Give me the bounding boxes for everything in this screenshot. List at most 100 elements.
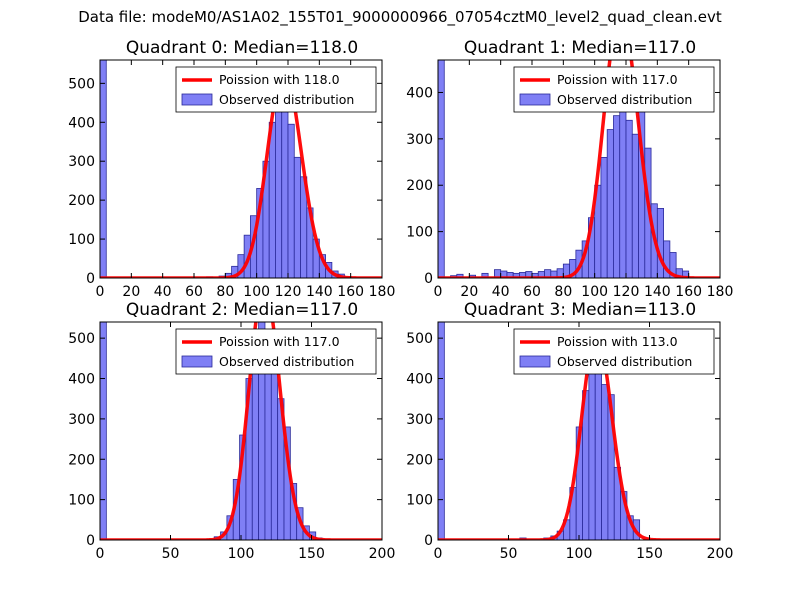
y-tick-label: 400: [406, 372, 433, 388]
histogram-bar: [613, 115, 621, 278]
legend-label-fit: Poission with 118.0: [219, 72, 340, 87]
y-tick-label: 100: [68, 232, 95, 248]
x-tick-label: 160: [337, 284, 364, 300]
x-tick-label: 180: [369, 284, 396, 300]
legend: Poission with 117.0 Observed distribution: [513, 66, 715, 113]
histogram-bar: [625, 119, 633, 278]
x-tick-label: 120: [613, 284, 640, 300]
x-tick-label: 100: [228, 546, 255, 562]
y-tick-label: 100: [406, 493, 433, 509]
poisson-fit-line: [438, 332, 720, 540]
panel-title: Quadrant 2: Median=117.0: [126, 300, 358, 320]
x-tick-label: 100: [566, 546, 593, 562]
legend-bar-swatch: [181, 355, 213, 368]
histogram-bar: [606, 129, 614, 278]
x-tick-label: 100: [581, 284, 608, 300]
histogram-bar: [631, 133, 639, 278]
legend-label-fit: Poission with 113.0: [557, 334, 678, 349]
panel-quadrant-1: Quadrant 1: Median=117.0: [464, 38, 696, 58]
legend-label-fit: Poission with 117.0: [219, 334, 340, 349]
y-tick-label: 200: [68, 452, 95, 468]
legend: Poission with 113.0 Observed distribution: [513, 328, 715, 375]
y-tick-label: 100: [68, 493, 95, 509]
histogram-bar: [287, 123, 295, 278]
histogram-bar: [619, 92, 627, 278]
x-tick-label: 0: [434, 546, 443, 562]
x-tick-label: 150: [636, 546, 663, 562]
x-tick-label: 40: [492, 284, 510, 300]
x-tick-label: 100: [243, 284, 270, 300]
legend-bar-swatch: [519, 93, 551, 106]
y-tick-label: 0: [424, 533, 433, 549]
y-tick-label: 0: [86, 533, 95, 549]
histogram-bar: [656, 208, 664, 278]
legend-bar-swatch: [181, 93, 213, 106]
y-tick-label: 300: [406, 132, 433, 148]
legend-bar-swatch: [519, 355, 551, 368]
y-tick-label: 500: [68, 76, 95, 92]
histogram-bar: [600, 157, 608, 278]
histogram-bar: [251, 353, 260, 540]
poisson-fit-line: [438, 60, 720, 278]
y-tick-label: 200: [68, 193, 95, 209]
legend: Poission with 117.0 Observed distribution: [175, 328, 377, 375]
x-tick-label: 200: [369, 546, 396, 562]
histogram-bar: [268, 121, 276, 278]
x-tick-label: 120: [275, 284, 302, 300]
legend-label-fit: Poission with 117.0: [557, 72, 678, 87]
axes-frame: [437, 59, 721, 279]
histogram-bar: [100, 322, 107, 540]
x-tick-label: 60: [185, 284, 203, 300]
x-tick-label: 40: [154, 284, 172, 300]
histogram-bar: [100, 60, 107, 278]
plot-area-1: 0 20 40 60 80 100 120 140 160 180 0 100 200 300 400 Poi…: [406, 59, 734, 300]
x-tick-label: 20: [122, 284, 140, 300]
x-tick-label: 60: [523, 284, 541, 300]
plot-area-2: 0 50 100 150 200 0 100 200 300 400 500 Poission wit…: [68, 321, 396, 562]
histogram-bar: [270, 345, 279, 540]
histogram-bar: [438, 322, 445, 540]
y-tick-label: 300: [68, 154, 95, 170]
x-tick-label: 50: [500, 546, 518, 562]
legend-label-observed: Observed distribution: [219, 92, 354, 107]
x-tick-label: 0: [96, 546, 105, 562]
legend: Poission with 118.0 Observed distribution: [175, 66, 377, 113]
panel-title: Quadrant 1: Median=117.0: [464, 38, 696, 58]
histogram-bar: [293, 156, 301, 278]
y-tick-label: 500: [68, 331, 95, 347]
x-tick-label: 0: [96, 284, 105, 300]
x-tick-label: 80: [216, 284, 234, 300]
x-tick-label: 140: [306, 284, 333, 300]
histogram-bar: [438, 60, 445, 278]
x-tick-label: 200: [707, 546, 734, 562]
axes-frame: [99, 59, 383, 279]
panel-quadrant-3: Quadrant 3: Median=113.0: [464, 300, 696, 320]
y-tick-label: 200: [406, 178, 433, 194]
plot-area-0: 0 20 40 60 80 100 120 140 160 180 0 100 200 300 400 500…: [68, 59, 396, 300]
y-tick-label: 0: [424, 271, 433, 287]
histogram-bar: [275, 110, 283, 278]
histogram-bar: [601, 384, 609, 540]
legend-label-observed: Observed distribution: [219, 354, 354, 369]
x-tick-label: 140: [644, 284, 671, 300]
y-tick-label: 400: [68, 372, 95, 388]
histogram-bar: [281, 82, 289, 278]
plot-area-3: 0 50 100 150 200 0 100 200 300 400 500 Poission wit…: [406, 321, 734, 562]
histogram-bar: [456, 273, 464, 278]
y-tick-label: 500: [406, 331, 433, 347]
x-tick-label: 150: [298, 546, 325, 562]
panel-title: Quadrant 0: Median=118.0: [126, 38, 358, 58]
y-tick-label: 400: [406, 85, 433, 101]
y-tick-label: 300: [406, 412, 433, 428]
y-tick-label: 200: [406, 452, 433, 468]
panel-quadrant-2: Quadrant 2: Median=117.0: [126, 300, 358, 320]
figure-suptitle: Data file: modeM0/AS1A02_155T01_90000009…: [78, 8, 722, 26]
panel-title: Quadrant 3: Median=113.0: [464, 300, 696, 320]
y-tick-label: 0: [86, 271, 95, 287]
y-tick-label: 400: [68, 115, 95, 131]
legend-label-observed: Observed distribution: [557, 354, 692, 369]
x-tick-label: 80: [554, 284, 572, 300]
histogram-bar: [669, 252, 677, 278]
x-tick-label: 180: [707, 284, 734, 300]
